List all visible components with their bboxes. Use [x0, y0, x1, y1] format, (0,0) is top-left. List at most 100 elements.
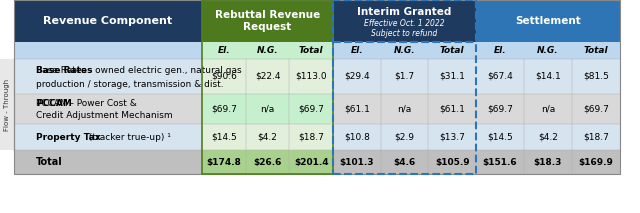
Bar	[524, 59, 572, 94]
Bar	[524, 94, 572, 124]
Text: n/a: n/a	[397, 105, 412, 114]
Text: Credit Adjustment Mechanism: Credit Adjustment Mechanism	[36, 111, 173, 120]
Bar	[14, 0, 620, 174]
Text: $69.7: $69.7	[298, 105, 324, 114]
Text: $14.5: $14.5	[487, 132, 513, 141]
Text: $90.6: $90.6	[211, 72, 237, 81]
Bar	[428, 59, 476, 94]
Bar	[289, 150, 333, 174]
Bar	[524, 150, 572, 174]
Text: $101.3: $101.3	[340, 157, 374, 167]
Text: $31.1: $31.1	[439, 72, 465, 81]
Bar	[14, 150, 202, 174]
Bar	[476, 59, 524, 94]
Bar	[333, 94, 381, 124]
Text: Total: Total	[299, 46, 323, 55]
Bar	[428, 94, 476, 124]
Bar	[428, 42, 476, 59]
Bar	[524, 124, 572, 150]
Text: $69.7: $69.7	[211, 105, 237, 114]
Bar	[14, 0, 202, 42]
Bar	[428, 124, 476, 150]
Bar	[333, 150, 381, 174]
Text: El.: El.	[218, 46, 230, 55]
Text: $4.2: $4.2	[538, 132, 558, 141]
Text: $22.4: $22.4	[255, 72, 280, 81]
Bar	[333, 124, 381, 150]
Text: (tracker true-up) ¹: (tracker true-up) ¹	[86, 132, 171, 141]
Bar	[572, 124, 620, 150]
Bar	[381, 59, 428, 94]
Text: Total: Total	[584, 46, 608, 55]
Text: $61.1: $61.1	[439, 105, 465, 114]
Text: $18.7: $18.7	[583, 132, 609, 141]
Text: $81.5: $81.5	[583, 72, 609, 81]
Text: Property Tax: Property Tax	[36, 132, 100, 141]
Text: $2.9: $2.9	[394, 132, 415, 141]
Text: $29.4: $29.4	[344, 72, 370, 81]
Text: $14.5: $14.5	[211, 132, 237, 141]
Bar	[333, 59, 381, 94]
Text: Subject to refund: Subject to refund	[371, 29, 438, 38]
Bar	[572, 94, 620, 124]
Text: $14.1: $14.1	[535, 72, 561, 81]
Text: production / storage, transmission & dist.: production / storage, transmission & dis…	[36, 80, 223, 89]
Bar	[476, 94, 524, 124]
Bar	[14, 124, 202, 150]
Text: Revenue Component: Revenue Component	[44, 16, 173, 26]
Bar	[476, 42, 524, 59]
Text: Effective Oct. 1 2022: Effective Oct. 1 2022	[364, 19, 445, 28]
Text: $169.9: $169.9	[579, 157, 613, 167]
Bar	[246, 150, 289, 174]
Text: Total: Total	[440, 46, 465, 55]
Bar	[476, 150, 524, 174]
Text: Interim Granted: Interim Granted	[357, 7, 452, 17]
Bar	[572, 59, 620, 94]
Text: $4.6: $4.6	[394, 157, 415, 167]
Text: n/a: n/a	[260, 105, 275, 114]
Bar	[333, 0, 476, 174]
Bar	[524, 42, 572, 59]
Bar	[202, 42, 246, 59]
Bar	[289, 94, 333, 124]
Text: PCCAM: PCCAM	[36, 99, 72, 108]
Text: Settlement: Settlement	[515, 16, 581, 26]
Bar	[289, 42, 333, 59]
Bar	[246, 94, 289, 124]
Text: $67.4: $67.4	[487, 72, 513, 81]
Bar	[381, 124, 428, 150]
Text: $151.6: $151.6	[483, 157, 517, 167]
Text: Base Rates - owned electric gen., natural gas: Base Rates - owned electric gen., natura…	[36, 66, 242, 75]
Text: $10.8: $10.8	[344, 132, 370, 141]
Text: $174.8: $174.8	[206, 157, 241, 167]
Text: $69.7: $69.7	[583, 105, 609, 114]
Bar	[381, 42, 428, 59]
Bar	[14, 94, 202, 124]
Bar	[333, 0, 476, 42]
Text: $105.9: $105.9	[435, 157, 470, 167]
Text: $26.6: $26.6	[253, 157, 282, 167]
Text: Base Rates: Base Rates	[36, 66, 93, 75]
Bar	[381, 150, 428, 174]
Text: $13.7: $13.7	[439, 132, 465, 141]
Text: $1.7: $1.7	[394, 72, 415, 81]
Text: Total: Total	[36, 157, 63, 167]
Text: $4.2: $4.2	[257, 132, 277, 141]
Bar	[202, 150, 246, 174]
Bar	[202, 0, 333, 174]
Bar	[246, 59, 289, 94]
Bar	[246, 124, 289, 150]
Text: $18.3: $18.3	[534, 157, 562, 167]
Text: $61.1: $61.1	[344, 105, 370, 114]
Text: Flow - Through: Flow - Through	[4, 78, 10, 131]
Bar	[381, 94, 428, 124]
Bar	[246, 42, 289, 59]
Text: N.G.: N.G.	[394, 46, 415, 55]
Bar	[572, 42, 620, 59]
Bar	[572, 150, 620, 174]
Bar	[202, 94, 246, 124]
Text: $113.0: $113.0	[295, 72, 327, 81]
Text: $69.7: $69.7	[487, 105, 513, 114]
Text: N.G.: N.G.	[537, 46, 559, 55]
Bar	[202, 59, 246, 94]
